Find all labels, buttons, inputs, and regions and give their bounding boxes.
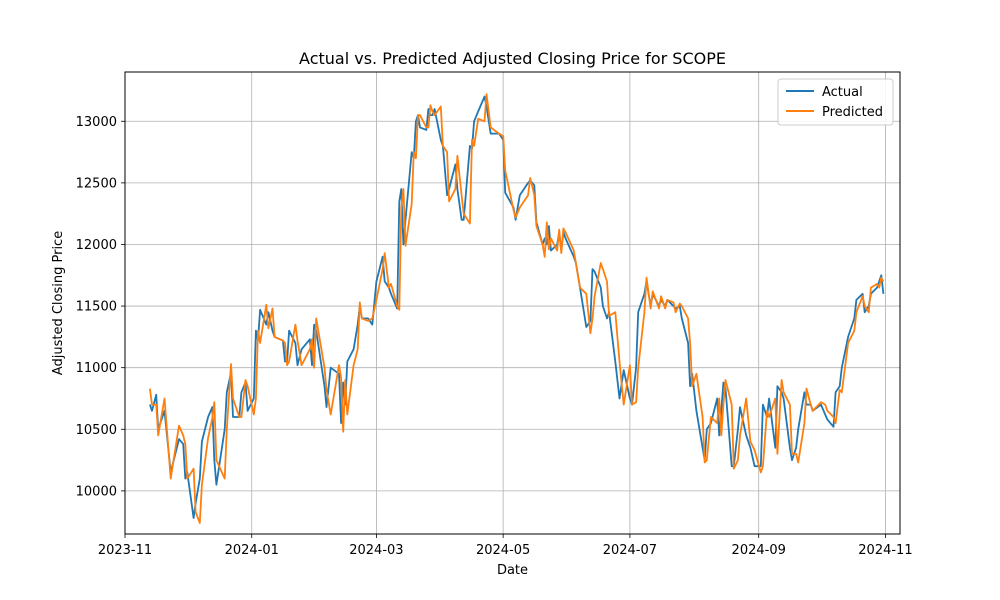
y-tick-label: 12000 [76,238,117,253]
legend: Actual Predicted [777,78,894,126]
y-tick-label: 13000 [76,115,117,130]
x-axis-label: Date [497,563,528,578]
y-tick-label: 10500 [76,423,117,438]
y-axis-label: Adjusted Closing Price [51,231,66,375]
x-axis-ticks: 2023-11 2024-01 2024-03 2024-05 2024-07 2024-… [98,534,913,558]
y-axis-ticks: 10000 10500 11000 11500 12000 12500 13000 [76,115,125,499]
series-line-predicted [149,93,885,524]
legend-label-actual: Actual [822,85,863,100]
x-tick-label: 2024-09 [732,543,786,558]
legend-label-predicted: Predicted [822,105,883,120]
y-tick-label: 11500 [76,300,117,315]
y-tick-label: 11000 [76,361,117,376]
x-tick-label: 2024-11 [858,543,912,558]
plot-frame [124,71,901,535]
x-tick-label: 2024-01 [225,543,279,558]
x-tick-label: 2024-07 [603,543,657,558]
x-tick-label: 2024-03 [349,543,403,558]
y-tick-label: 12500 [76,176,117,191]
y-tick-label: 10000 [76,484,117,499]
x-tick-label: 2024-05 [476,543,530,558]
series-lines [149,93,885,524]
x-tick-label: 2023-11 [98,543,152,558]
chart-title: Actual vs. Predicted Adjusted Closing Pr… [299,49,726,68]
